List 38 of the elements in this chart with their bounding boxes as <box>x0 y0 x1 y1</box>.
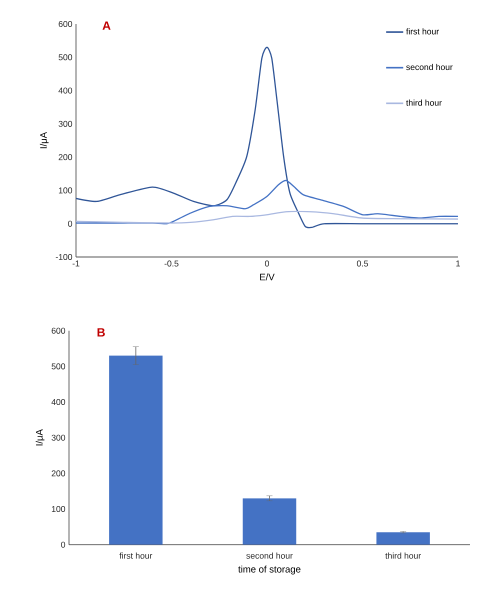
legend-label: first hour <box>406 28 439 34</box>
x-tick-label: first hour <box>119 552 152 559</box>
y-tick-label: 600 <box>58 21 72 28</box>
legend-label: second hour <box>406 64 453 70</box>
y-tick-label: 300 <box>58 120 72 127</box>
chart-title: A <box>102 22 111 30</box>
bar <box>109 356 163 545</box>
bar <box>376 532 430 545</box>
x-tick-label: 0.5 <box>356 260 368 267</box>
x-axis-title: E/V <box>260 273 275 280</box>
bar <box>242 498 296 545</box>
y-tick-label: 600 <box>52 328 66 334</box>
y-tick-label: 200 <box>58 154 72 160</box>
y-tick-label: 0 <box>61 542 66 548</box>
y-tick-label: 400 <box>51 399 66 406</box>
y-tick-label: 0 <box>68 220 72 227</box>
y-tick-label: 500 <box>52 363 66 370</box>
line-series <box>76 210 458 224</box>
x-tick-label: third hour <box>385 552 421 559</box>
chart-title: B <box>98 328 105 336</box>
y-tick-label: 200 <box>52 470 66 476</box>
y-tick-label: 400 <box>58 88 72 94</box>
x-axis-title: time of storage <box>238 566 300 574</box>
y-axis-title: I/μA <box>40 132 49 148</box>
y-tick-label: 100 <box>58 187 72 194</box>
y-axis-title: I/μA <box>36 429 44 446</box>
y-tick-label: 500 <box>58 54 72 60</box>
y-tick-label: -100 <box>56 254 72 260</box>
x-tick-label: -0.5 <box>164 260 178 267</box>
line-series <box>76 180 458 224</box>
x-tick-label: second hour <box>246 552 293 559</box>
y-tick-label: 300 <box>52 434 66 441</box>
y-tick-label: 100 <box>52 506 66 512</box>
legend-label: third hour <box>406 100 442 106</box>
x-tick-label: -1 <box>72 260 80 266</box>
x-tick-label: 1 <box>456 260 460 266</box>
line-series <box>76 46 458 228</box>
x-tick-label: 0 <box>264 260 270 267</box>
